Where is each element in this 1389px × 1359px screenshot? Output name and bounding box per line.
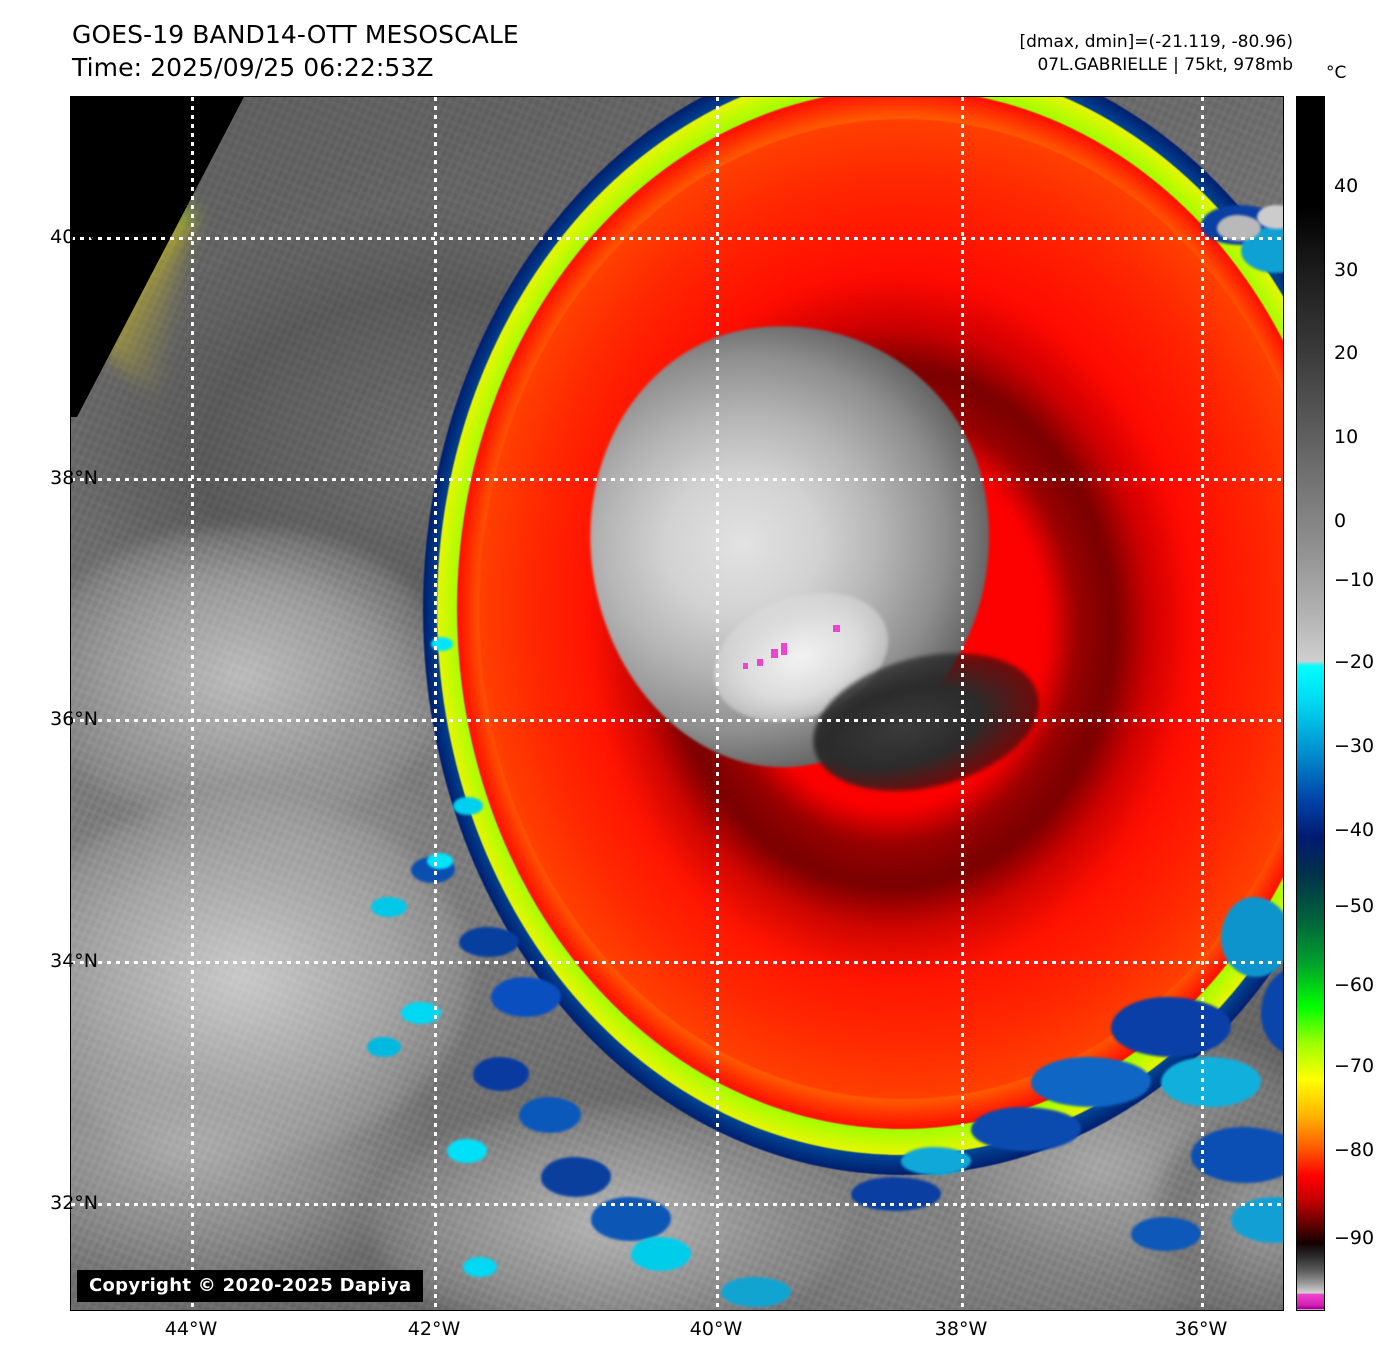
cold-cell (901, 1147, 971, 1175)
xtick-label-40W: 40°W (689, 1318, 743, 1340)
cloud-deck-southwest (71, 797, 471, 1157)
cold-cell (971, 1107, 1081, 1151)
cold-cell (1217, 215, 1261, 241)
cbar-tick-m60: −60 (1334, 974, 1375, 996)
coldest-pixel-cluster (771, 649, 778, 658)
cold-cell (721, 1277, 791, 1307)
cold-cell (851, 1177, 941, 1211)
cold-cell (371, 897, 407, 917)
cold-cell (541, 1157, 611, 1197)
ytick-label-36N: 36°N (50, 708, 98, 730)
ytick-label-40N: 40°N (50, 226, 98, 248)
cold-cell (401, 1002, 441, 1024)
cold-cell (473, 1057, 529, 1091)
ytick-label-38N: 38°N (50, 467, 98, 489)
satellite-raster (71, 97, 1283, 1310)
cold-cell (591, 1197, 671, 1241)
cbar-tick-0: 0 (1334, 510, 1347, 532)
coldest-pixel-cluster (743, 663, 748, 669)
xtick-label-42W: 42°W (407, 1318, 461, 1340)
cold-cell (453, 797, 483, 815)
cold-cell (431, 637, 453, 651)
timestamp-label: Time: 2025/09/25 06:22:53Z (72, 53, 434, 82)
cbar-tick-40: 40 (1334, 175, 1359, 197)
ytick-label-34N: 34°N (50, 950, 98, 972)
copyright-watermark: Copyright © 2020-2025 Dapiya (77, 1270, 424, 1302)
cold-cell (1031, 1057, 1151, 1107)
data-extremes-label: [dmax, dmin]=(-21.119, -80.96) (1019, 32, 1294, 52)
cold-cell (1191, 1127, 1283, 1183)
cold-cell (463, 1257, 497, 1277)
cold-cell (1131, 1217, 1201, 1251)
cold-cell (427, 853, 453, 869)
satellite-image-plot[interactable]: Copyright © 2020-2025 Dapiya (70, 96, 1284, 1311)
cold-cell (1261, 967, 1283, 1057)
coldest-pixel-cluster (781, 643, 787, 655)
ytick-label-32N: 32°N (50, 1192, 98, 1214)
cloud-deck-west (71, 527, 451, 827)
cbar-tick-10: 10 (1334, 426, 1359, 448)
cold-cell (1221, 897, 1283, 977)
cbar-tick-m30: −30 (1334, 735, 1375, 757)
cbar-tick-m50: −50 (1334, 895, 1375, 917)
cbar-tick-30: 30 (1334, 259, 1359, 281)
cbar-tick-m70: −70 (1334, 1055, 1375, 1077)
cbar-tick-m40: −40 (1334, 819, 1375, 841)
page-title: GOES-19 BAND14-OTT MESOSCALE (72, 20, 519, 49)
cold-cell (519, 1097, 581, 1133)
xtick-label-44W: 44°W (164, 1318, 218, 1340)
colorbar[interactable] (1296, 96, 1325, 1311)
coldest-pixel-cluster (833, 625, 840, 632)
cbar-tick-m90: −90 (1334, 1227, 1375, 1249)
cold-cell (447, 1139, 487, 1163)
cold-cell (459, 927, 519, 957)
header-title-block: GOES-19 BAND14-OTT MESOSCALE Time: 2025/… (72, 18, 519, 84)
xtick-label-36W: 36°W (1174, 1318, 1228, 1340)
cold-cell (1161, 1057, 1261, 1107)
cbar-tick-20: 20 (1334, 342, 1359, 364)
coldest-pixel-cluster (757, 659, 763, 666)
cold-cell (1257, 205, 1283, 229)
cold-cell (1111, 997, 1231, 1057)
cold-cell (491, 977, 561, 1017)
header-meta-block: [dmax, dmin]=(-21.119, -80.96) 07L.GABRI… (1020, 31, 1294, 77)
xtick-label-38W: 38°W (934, 1318, 988, 1340)
cbar-tick-m20: −20 (1334, 651, 1375, 673)
cold-cell (367, 1037, 401, 1057)
cbar-tick-m80: −80 (1334, 1139, 1375, 1161)
cold-cell (631, 1237, 691, 1271)
cbar-tick-m10: −10 (1334, 569, 1375, 591)
storm-info-label: 07L.GABRIELLE | 75kt, 978mb (1037, 55, 1293, 76)
colorbar-gradient (1297, 97, 1324, 1310)
colorbar-unit-label: °C (1326, 63, 1347, 83)
